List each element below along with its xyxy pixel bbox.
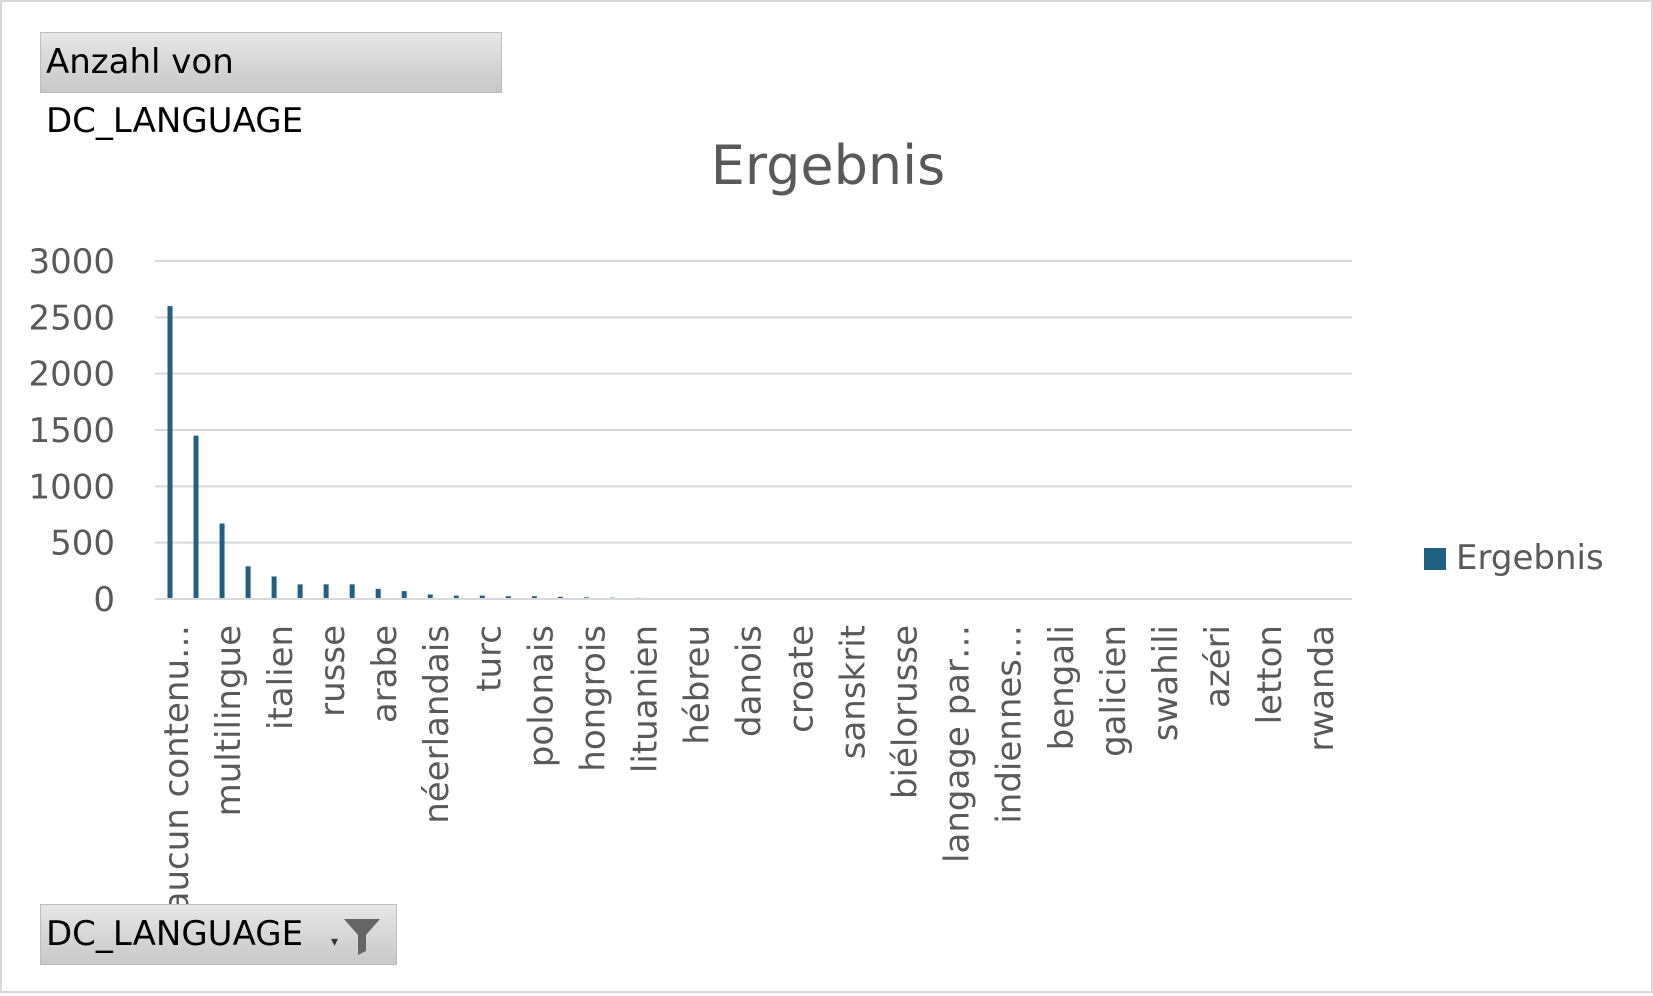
bar [168, 306, 173, 599]
x-tick-label: turc [469, 625, 509, 692]
y-tick-label: 500 [50, 524, 115, 564]
x-tick-label: sanskrit [834, 625, 874, 759]
x-tick-label: rwanda [1302, 625, 1342, 752]
bars [168, 306, 1344, 599]
x-tick-label: italien [261, 625, 301, 730]
y-tick-label: 3000 [28, 242, 115, 282]
bar [402, 591, 407, 599]
x-tick-label: langage par… [938, 625, 978, 863]
bar [350, 584, 355, 599]
x-tick-label: néerlandais [417, 625, 457, 824]
x-tick-label: indiennes… [990, 625, 1030, 824]
x-tick-label: galicien [1094, 625, 1134, 757]
x-axis-tick-labels: aucun contenu… multilingue italien russe ara… [157, 625, 1342, 912]
gridlines [155, 261, 1352, 543]
x-tick-label: lituanien [625, 625, 665, 773]
funnel-icon[interactable] [340, 913, 384, 957]
bar [220, 524, 225, 599]
x-tick-label: arabe [365, 625, 405, 723]
bar [324, 584, 329, 599]
dropdown-arrow-icon[interactable]: ▾ [331, 935, 338, 949]
legend-label: Ergebnis [1456, 538, 1604, 578]
axis-field-button[interactable]: DC_LANGUAGE ▾ [40, 904, 397, 965]
y-tick-label: 2000 [28, 355, 115, 395]
bar [298, 584, 303, 599]
x-tick-label: aucun contenu… [157, 625, 197, 912]
x-tick-label: hongrois [573, 625, 613, 772]
axis-field-label: DC_LANGUAGE [46, 914, 303, 954]
x-tick-label: bengali [1042, 625, 1082, 750]
y-tick-label: 1500 [28, 411, 115, 451]
y-axis-tick-labels: 0 500 1000 1500 2000 2500 3000 [28, 242, 115, 620]
x-tick-label: croate [782, 625, 822, 733]
value-field-label: Anzahl von DC_LANGUAGE [46, 42, 303, 141]
x-tick-label: letton [1250, 625, 1290, 724]
x-tick-label: hébreu [677, 625, 717, 745]
legend-swatch [1424, 548, 1446, 570]
y-tick-label: 2500 [28, 298, 115, 338]
x-tick-label: polonais [521, 625, 561, 767]
bar [376, 589, 381, 599]
chart-title: Ergebnis [711, 134, 946, 197]
bar [272, 576, 277, 599]
x-tick-label: danois [729, 625, 769, 737]
x-tick-label: multilingue [209, 625, 249, 816]
legend: Ergebnis [1424, 538, 1604, 578]
x-tick-label: biélorusse [886, 625, 926, 799]
x-tick-label: russe [313, 625, 353, 717]
value-field-button[interactable]: Anzahl von DC_LANGUAGE [40, 32, 502, 93]
bar [246, 566, 251, 599]
y-tick-label: 1000 [28, 467, 115, 507]
x-tick-label: azéri [1198, 625, 1238, 708]
bar [194, 436, 199, 599]
y-tick-label: 0 [93, 580, 115, 620]
x-tick-label: swahili [1146, 625, 1186, 741]
